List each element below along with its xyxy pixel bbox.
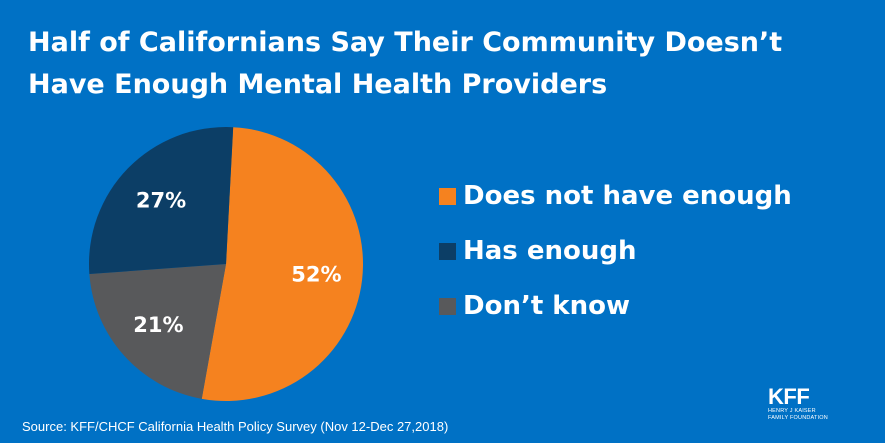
chart-legend: Does not have enough Has enough Don’t kn… [439,178,792,343]
legend-item-has-enough: Has enough [439,233,792,269]
logo-subtitle-line-2: FAMILY FOUNDATION [768,414,828,421]
pie-slice-don-t-know [89,264,226,399]
pie-data-label: 27% [136,188,186,212]
chart-title-line-1: Half of Californians Say Their Community… [28,27,783,58]
legend-item-dont-know: Don’t know [439,288,792,324]
kff-logo: KFF HENRY J KAISER FAMILY FOUNDATION [768,386,838,421]
pie-data-label: 52% [291,262,341,286]
legend-swatch [439,297,456,315]
logo-wordmark: KFF [768,384,810,409]
pie-slice-has-enough [89,126,234,275]
chart-title-line-2: Have Enough Mental Health Providers [28,69,608,100]
legend-label: Don’t know [463,291,630,321]
legend-swatch [439,242,456,260]
legend-swatch [439,187,456,205]
chart-title: Half of Californians Say Their Community… [28,22,868,106]
legend-item-does-not-have-enough: Does not have enough [439,178,792,214]
legend-label: Does not have enough [463,181,792,211]
logo-subtitle-line-1: HENRY J KAISER [768,408,816,414]
pie-data-label: 21% [133,313,183,337]
source-note: Source: KFF/CHCF California Health Polic… [22,419,449,434]
pie-slice-does-not-have-enough [201,127,363,402]
legend-label: Has enough [463,236,637,266]
